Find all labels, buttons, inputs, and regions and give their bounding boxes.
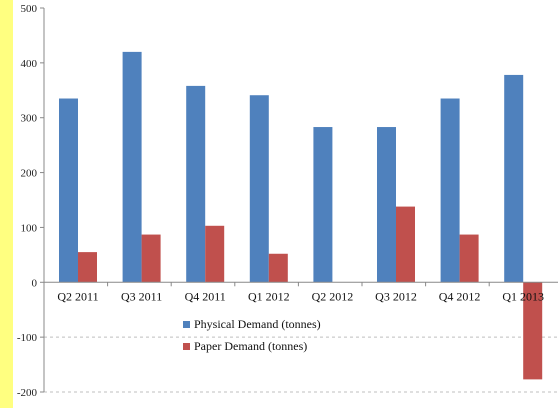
x-category-label: Q4 2012 [439,289,481,303]
y-tick-label: -200 [17,387,38,399]
bar-paper-q3-2011 [141,234,161,283]
y-tick-label: -100 [17,332,38,344]
y-tick-label: 400 [21,58,38,70]
x-axis-category-labels: Q2 2011 Q3 2011 Q4 2011 Q1 2012 Q2 2012 Q3 20… [57,289,544,303]
y-tick-label: 300 [21,113,38,125]
x-category-label: Q1 2013 [502,289,544,303]
legend-swatch-paper [183,343,190,350]
bar-physical-q1-2013 [504,74,524,283]
y-axis-tick-labels: 500 400 300 200 100 0 -100 -200 [17,3,38,399]
bar-paper-q4-2012 [459,234,479,283]
x-category-label: Q3 2011 [121,289,162,303]
axes [40,7,558,393]
x-category-label: Q1 2012 [248,289,290,303]
legend-swatch-physical [183,321,190,328]
bar-paper-q4-2011 [205,225,225,283]
y-tick-label: 500 [21,3,38,15]
legend: Physical Demand (tonnes) Paper Demand (to… [183,317,321,353]
bar-paper-q1-2013 [523,282,543,380]
x-category-label: Q2 2012 [312,289,354,303]
y-tick-label: 200 [21,168,38,180]
bar-paper-q1-2012 [268,253,288,283]
bars [59,51,543,380]
x-category-label: Q4 2011 [185,289,226,303]
bar-physical-q3-2012 [377,127,396,283]
bar-physical-q4-2012 [440,98,460,283]
bar-physical-q2-2012 [313,127,333,283]
bar-physical-q4-2011 [186,85,206,283]
y-tick-label: 0 [32,277,38,289]
grid-layer [44,336,558,393]
bar-paper-q2-2011 [78,252,97,283]
bar-physical-q3-2011 [122,51,142,283]
legend-label-paper: Paper Demand (tonnes) [194,339,307,353]
bar-paper-q3-2012 [396,206,415,283]
legend-label-physical: Physical Demand (tonnes) [194,317,321,331]
x-category-label: Q3 2012 [375,289,417,303]
y-tick-label: 100 [21,222,38,234]
left-yellow-band [0,0,13,408]
bar-physical-q1-2012 [249,95,269,283]
x-category-label: Q2 2011 [57,289,98,303]
bar-physical-q2-2011 [59,98,78,283]
